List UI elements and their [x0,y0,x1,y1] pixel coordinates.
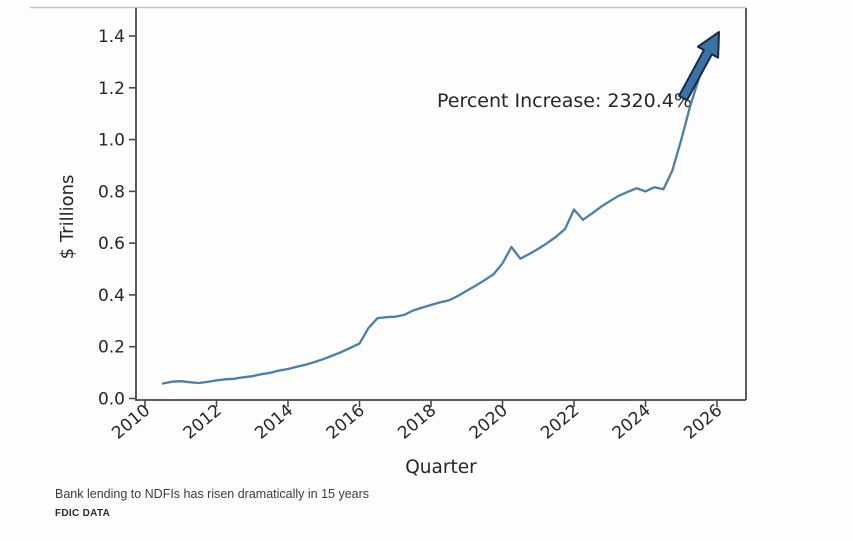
x-tick-label: 2016 [323,401,369,444]
figure-caption: Bank lending to NDFIs has risen dramatic… [55,487,370,501]
x-tick-label: 2018 [394,401,440,444]
x-tick-label: 2024 [609,401,655,444]
x-axis-label: Quarter [405,457,477,478]
y-tick-label: 0.8 [98,182,125,202]
y-tick-label: 1.0 [98,131,125,151]
x-tick-label: 2026 [680,401,726,444]
x-tick-label: 2022 [537,401,583,444]
x-tick-label: 2020 [466,401,512,444]
x-tick-label: 2014 [251,401,297,444]
y-tick-label: 0.2 [98,338,125,358]
x-tick-label: 2012 [180,401,226,444]
figure-source: FDIC DATA [55,508,111,519]
y-tick-label: 1.2 [98,79,125,99]
lending-series-line [161,76,701,385]
y-axis-label: $ Trillions [57,175,78,260]
percent-increase-annotation: Percent Increase: 2320.4% [437,90,692,112]
y-tick-label: 1.4 [98,27,125,47]
y-tick-label: 0.6 [98,234,125,254]
y-tick-label: 0.4 [98,286,125,306]
trend-arrow-icon [678,31,720,102]
y-tick-label: 0.0 [98,390,125,410]
